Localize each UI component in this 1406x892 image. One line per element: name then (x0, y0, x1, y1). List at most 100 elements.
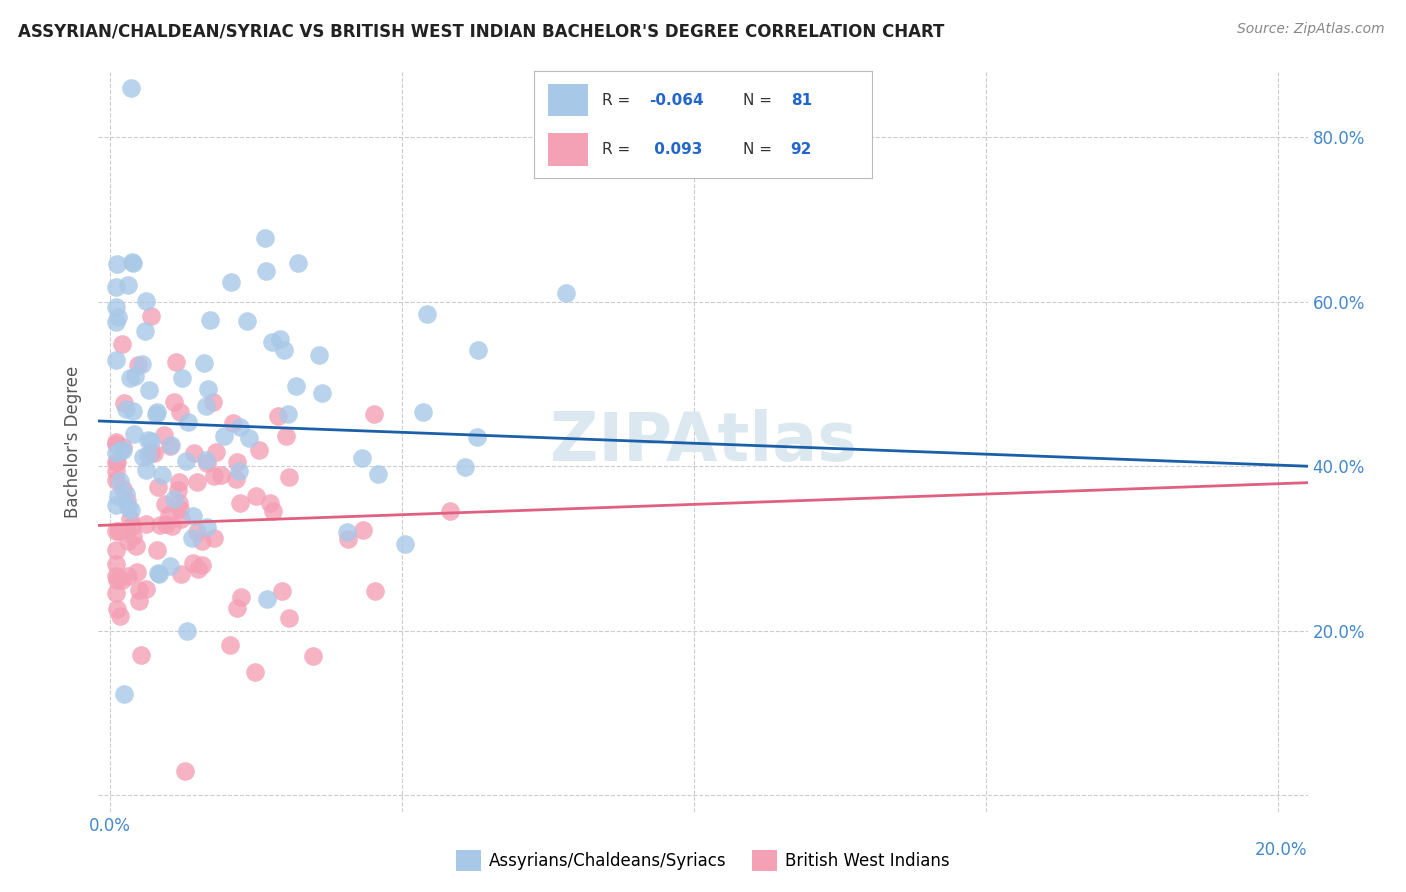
Point (163, 491, 186, 506)
Point (439, 504, 461, 518)
Text: 20.0%: 20.0% (1256, 841, 1308, 859)
Text: -0.064: -0.064 (650, 93, 703, 108)
Point (308, 348, 330, 362)
Point (394, 537, 416, 551)
Point (104, 434, 127, 449)
Point (112, 443, 135, 458)
Point (110, 443, 132, 458)
Point (181, 556, 204, 570)
Point (104, 498, 127, 512)
Point (186, 524, 208, 539)
Text: 81: 81 (790, 93, 811, 108)
Point (112, 396, 135, 410)
Point (115, 487, 138, 501)
Point (336, 524, 359, 539)
Point (363, 407, 385, 421)
Point (122, 404, 145, 418)
Point (121, 254, 143, 268)
Point (554, 285, 576, 300)
Point (260, 334, 283, 349)
Point (104, 474, 127, 488)
Point (141, 309, 163, 323)
Point (129, 648, 152, 662)
Point (125, 539, 148, 553)
Point (277, 407, 299, 421)
Point (122, 427, 145, 442)
Point (146, 566, 169, 580)
Point (173, 764, 195, 778)
Point (104, 446, 127, 460)
Point (127, 565, 149, 579)
Point (136, 448, 159, 462)
Point (148, 567, 170, 582)
Point (169, 501, 191, 516)
Point (187, 561, 209, 575)
Text: ZIPAtlas: ZIPAtlas (550, 409, 856, 475)
Point (243, 665, 266, 679)
Point (135, 517, 157, 532)
Point (352, 450, 374, 465)
Point (157, 508, 180, 522)
Point (105, 314, 128, 328)
Point (105, 455, 128, 469)
Point (104, 300, 127, 314)
Bar (548, 134, 588, 166)
Point (201, 395, 224, 409)
Point (245, 489, 267, 503)
Point (128, 583, 150, 598)
Text: ASSYRIAN/CHALDEAN/SYRIAC VS BRITISH WEST INDIAN BACHELOR'S DEGREE CORRELATION CH: ASSYRIAN/CHALDEAN/SYRIAC VS BRITISH WEST… (18, 22, 945, 40)
Point (107, 310, 129, 325)
Point (155, 516, 177, 531)
Point (183, 446, 205, 460)
Point (139, 445, 162, 459)
Point (228, 465, 250, 479)
Point (169, 405, 191, 419)
Point (287, 256, 309, 270)
Text: R =: R = (602, 93, 630, 108)
Point (218, 638, 240, 652)
Point (225, 473, 247, 487)
Point (198, 313, 221, 327)
Point (181, 532, 204, 546)
Point (127, 359, 149, 373)
Point (120, 511, 142, 525)
Point (225, 455, 247, 469)
Point (160, 518, 183, 533)
Point (104, 437, 127, 451)
Point (148, 480, 170, 494)
Text: N =: N = (744, 142, 772, 157)
Point (131, 357, 153, 371)
Point (222, 416, 245, 430)
Point (153, 497, 176, 511)
Point (104, 280, 127, 294)
Point (163, 395, 186, 409)
Point (259, 496, 281, 510)
Point (112, 482, 135, 496)
Point (270, 584, 292, 599)
Point (167, 496, 190, 510)
Point (301, 649, 323, 664)
Point (170, 566, 193, 581)
Point (238, 431, 260, 445)
Point (122, 256, 145, 270)
Point (104, 586, 127, 600)
Point (153, 428, 176, 442)
Point (167, 475, 190, 489)
Point (214, 428, 236, 442)
Point (104, 455, 127, 469)
Point (284, 379, 307, 393)
Point (276, 429, 298, 443)
Point (146, 405, 169, 419)
Point (221, 276, 243, 290)
Point (105, 573, 128, 587)
Point (170, 512, 193, 526)
Point (132, 450, 155, 465)
Text: N =: N = (744, 93, 772, 108)
Point (415, 307, 437, 321)
Point (177, 415, 200, 429)
Point (105, 601, 128, 615)
Point (148, 517, 170, 532)
Point (104, 524, 127, 538)
Point (267, 409, 290, 423)
Point (141, 434, 163, 448)
